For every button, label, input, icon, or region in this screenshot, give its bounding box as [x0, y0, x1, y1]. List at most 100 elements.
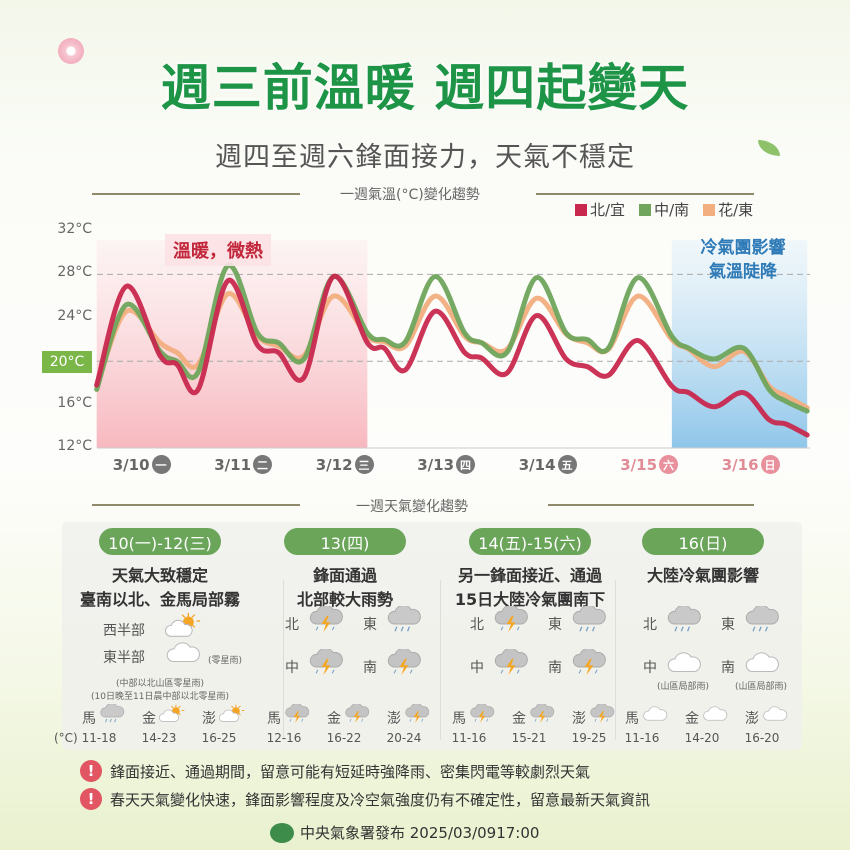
island-temp: 11-18: [81, 731, 117, 745]
thunder-icon: [589, 704, 615, 724]
legend-swatch: [703, 203, 716, 216]
cold-annotation-line: 氣溫陡降: [709, 262, 777, 282]
weekday-badge: 三: [354, 455, 374, 474]
weekly-title: 一週天氣變化趨勢: [356, 499, 468, 515]
date-pill: 13(四): [284, 528, 406, 555]
temp-unit: (°C): [54, 731, 78, 745]
island-temp: 11-16: [624, 731, 660, 745]
headline: 另一鋒面接近、通過: [457, 566, 603, 585]
chart-title: 一週氣溫(°C)變化趨勢: [340, 187, 480, 203]
region-label: 南: [721, 660, 735, 676]
x-tick-label: 3/10 一: [113, 455, 171, 474]
date-text: 3/15: [620, 455, 658, 474]
region-label: 西半部: [103, 623, 145, 639]
warning-text: 鋒面接近、通過期間，留意可能有短延時強降雨、密集閃電等較劇烈天氣: [110, 762, 591, 781]
rain-icon: [744, 606, 780, 633]
column-divider: [283, 580, 284, 740]
alert-icon: !: [80, 760, 102, 782]
footer: 中央氣象署發布 2025/03/0917:00: [270, 822, 539, 843]
island-label: 馬: [82, 711, 96, 727]
legend-item: 中/南: [639, 199, 689, 220]
x-tick-label: 3/14 五: [519, 455, 577, 474]
region-label: 南: [548, 660, 562, 676]
date-pill: 10(一)-12(三): [99, 528, 221, 555]
footer-text: 中央氣象署發布 2025/03/0917:00: [300, 824, 540, 842]
thunder-icon: [469, 704, 495, 724]
cloud-icon: [642, 704, 668, 724]
column-divider: [615, 580, 616, 740]
island-temp: 14-23: [141, 731, 177, 745]
headline: 北部較大雨勢: [296, 590, 394, 609]
cwa-logo: [270, 822, 294, 843]
thunder-icon: [493, 606, 529, 633]
island-label: 金: [142, 711, 156, 727]
rain-icon: [386, 606, 422, 633]
thunder-icon: [493, 649, 529, 676]
cold-annotation-line: 冷氣團影響: [700, 238, 786, 258]
date-text: 3/10: [112, 455, 150, 474]
island-temp: 16-20: [744, 731, 780, 745]
divider: [92, 193, 300, 195]
legend-swatch: [575, 203, 587, 216]
series-line-0: [94, 274, 810, 438]
legend-label: 花/東: [718, 201, 754, 219]
legend-label: 北/宜: [590, 201, 626, 219]
warm-annotation: 溫暖，微熱: [165, 234, 271, 266]
x-tick-label: 3/13 四: [417, 455, 476, 474]
date-text: 3/11: [214, 455, 252, 474]
cloud-icon: [744, 649, 780, 676]
region-note: (山區局部雨): [656, 682, 710, 692]
alert-icon: !: [80, 788, 102, 810]
y-tick-label: 16°C: [57, 394, 92, 411]
thunder-icon: [571, 649, 607, 676]
island-temp: 15-21: [511, 731, 547, 745]
region-label: 東: [721, 617, 735, 633]
legend-item: 花/東: [703, 199, 753, 220]
island-temp: 20-24: [386, 731, 422, 745]
divider: [536, 193, 754, 195]
column-divider: [440, 580, 441, 740]
thunder-icon: [386, 649, 422, 676]
cloud-icon: [702, 704, 728, 724]
date-text: 3/13: [417, 455, 455, 474]
region-note: (山區局部雨): [734, 682, 788, 692]
x-tick-label: 3/11 二: [214, 455, 273, 474]
island-temp: 16-22: [326, 731, 362, 745]
sun-cloud-icon: [219, 704, 245, 724]
headline: 15日大陸冷氣團南下: [454, 590, 606, 609]
flower-decoration: [58, 38, 84, 64]
headline: 臺南以北、金馬局部霧: [79, 590, 241, 609]
x-tick-label: 3/12 三: [316, 455, 374, 474]
headline: 大陸冷氣團影響: [646, 566, 760, 585]
rain-icon: [666, 606, 702, 633]
headline: 鋒面通過: [312, 566, 378, 585]
weekday-badge: 五: [557, 455, 577, 474]
y-tick-label: 28°C: [57, 264, 92, 281]
legend-item: 北/宜: [575, 199, 625, 220]
island-label: 澎: [572, 711, 586, 727]
island-label: 馬: [625, 711, 639, 727]
warning-item: ! 鋒面接近、通過期間，留意可能有短延時強降雨、密集閃電等較劇烈天氣: [80, 760, 590, 782]
region-label: 中: [285, 660, 299, 676]
date-text: 3/16: [721, 455, 759, 474]
region-label: 東半部: [103, 650, 145, 666]
region-label: 北: [285, 617, 299, 633]
cold-annotation: 冷氣團影響 氣溫陡降: [683, 236, 803, 284]
island-label: 金: [512, 711, 526, 727]
headline: 天氣大致穩定: [111, 566, 209, 585]
cloud-icon: [165, 639, 201, 666]
island-temp: 19-25: [571, 731, 607, 745]
note: (10日晚至11日晨中部以北零星雨): [91, 692, 229, 702]
y-tick-label: 20°C: [42, 351, 92, 374]
date-text: 3/14: [518, 455, 556, 474]
weekday-badge: 一: [151, 455, 171, 474]
sun-cloud-icon: [159, 704, 185, 724]
warning-item: ! 春天天氣變化快速，鋒面影響程度及冷空氣強度仍有不確定性，留意最新天氣資訊: [80, 788, 650, 810]
y-tick-label: 12°C: [57, 438, 92, 454]
thunder-icon: [529, 704, 555, 724]
region-label: 東: [363, 617, 377, 633]
island-temp: 16-25: [201, 731, 237, 745]
island-label: 馬: [452, 711, 466, 727]
y-tick-label: 24°C: [57, 307, 92, 324]
